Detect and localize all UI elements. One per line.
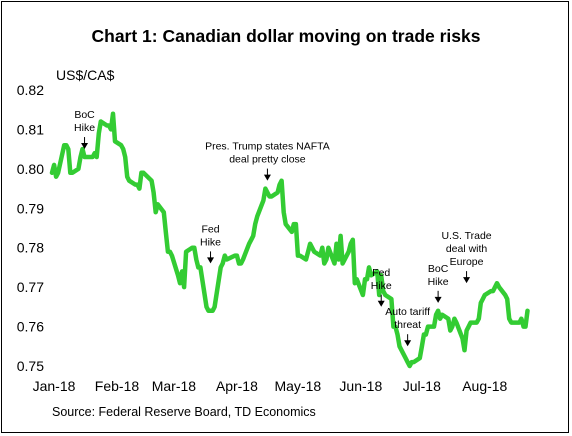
annotation-text: Fed [201, 223, 219, 235]
annotation-text: U.S. Trade [441, 230, 491, 242]
y-tick-label: 0.78 [17, 240, 44, 256]
x-tick-label: Apr-18 [216, 378, 258, 394]
annotation-arrowhead [463, 277, 471, 284]
x-tick-label: Aug-18 [462, 378, 507, 394]
x-tick-label: Feb-18 [95, 378, 140, 394]
annotation-arrowhead [263, 174, 271, 181]
y-axis-unit-label: US$/CA$ [56, 67, 115, 83]
annotation-text: Pres. Trump states NAFTA [205, 141, 330, 153]
y-tick-label: 0.76 [17, 319, 44, 335]
y-tick-label: 0.77 [17, 279, 44, 295]
y-tick-label: 0.75 [17, 358, 44, 374]
x-tick-label: May-18 [274, 378, 321, 394]
y-tick-label: 0.80 [17, 161, 44, 177]
x-axis: Jan-18 Feb-18 Mar-18 Apr-18 May-18 Jun-18 Jul-… [33, 378, 508, 394]
y-tick-label: 0.82 [17, 82, 44, 98]
x-tick-label: Mar-18 [152, 378, 197, 394]
y-axis: 0.82 0.81 0.80 0.79 0.78 0.77 0.76 0.75 [17, 82, 44, 374]
annotation-text: threat [394, 319, 421, 331]
annotation-arrowhead [377, 300, 385, 307]
source-note: Source: Federal Reserve Board, TD Econom… [52, 405, 316, 419]
x-tick-label: Jan-18 [33, 378, 76, 394]
annotation-text: Hike [200, 236, 221, 248]
annotation-arrowhead [404, 340, 412, 347]
annotation-text: Hike [428, 276, 449, 288]
annotation-arrowhead [434, 296, 442, 303]
y-tick-label: 0.79 [17, 200, 44, 216]
annotation-arrowhead [81, 143, 89, 150]
x-tick-label: Jul-18 [403, 378, 441, 394]
annotation-text: Auto tariff [385, 306, 430, 318]
chart-title: Chart 1: Canadian dollar moving on trade… [92, 26, 481, 46]
annotation-text: Europe [450, 256, 484, 268]
annotation-text: Fed [372, 267, 390, 279]
exchange-rate-line [49, 111, 530, 369]
annotation-text: BoC [428, 263, 449, 275]
x-tick-label: Jun-18 [339, 378, 382, 394]
annotation-text: deal pretty close [229, 154, 306, 166]
annotation-text: Hike [371, 280, 392, 292]
y-tick-label: 0.81 [17, 121, 44, 137]
annotation-text: Hike [74, 122, 95, 134]
annotation-arrowhead [207, 257, 215, 264]
annotation-text: BoC [74, 109, 95, 121]
annotation-text: deal with [446, 243, 488, 255]
